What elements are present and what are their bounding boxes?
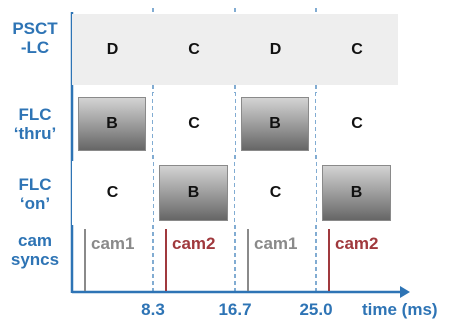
row-label-cam-syncs-line: syncs [10,250,60,269]
time-tick-label: 16.7 [218,300,252,319]
timeslot-cell: D [72,14,153,85]
row-label-1: PSCT -LC [0,19,70,57]
sync-label: cam1 [91,234,135,253]
timeslot-cell: C [316,14,398,85]
row-label-cam-syncs-line: cam [17,231,53,250]
sync-marker [247,229,249,291]
timeslot-cell: C [316,93,398,155]
row-label-2-line: ‘thru’ [13,124,57,143]
row-label-1-line: PSCT [12,19,58,38]
timeslot-cell: C [153,14,235,85]
sync-label: cam2 [172,234,216,253]
timeslot-cell: D [235,14,316,85]
timeslot-cell: B [241,97,309,151]
timeslot-cell: B [78,97,146,151]
sync-marker [328,229,330,291]
sync-marker [165,229,167,291]
timeslot-cell: C [153,93,235,155]
row-label-3-line: FLC [18,175,52,194]
row-label-3: FLC ‘on’ [0,175,70,213]
timeslot-cell: B [159,165,228,221]
timeslot-cell: C [72,161,153,225]
row-label-2-line: FLC [18,105,52,124]
time-tick-label: 8.3 [141,300,165,319]
row-label-3-line: ‘on’ [19,194,51,213]
time-axis-title: time (ms) [362,300,438,319]
row-label-2: FLC ‘thru’ [0,105,70,143]
timeslot-cell: C [235,161,316,225]
row-label-cam-syncs: cam syncs [0,231,70,269]
sync-label: cam2 [335,234,379,253]
sync-label: cam1 [254,234,298,253]
row-label-1-line: -LC [20,38,50,57]
time-axis-arrowhead [400,286,410,298]
sync-marker [84,229,86,291]
timeslot-cell: B [322,165,391,221]
time-tick-label: 25.0 [299,300,333,319]
